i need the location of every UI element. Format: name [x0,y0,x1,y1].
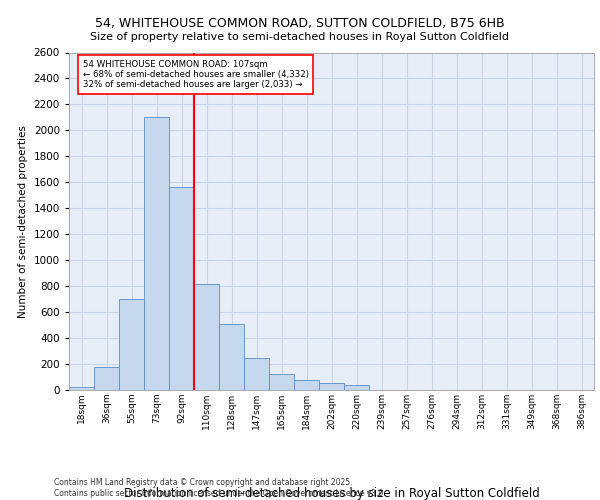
Bar [344,386,369,390]
Bar [94,368,119,390]
Bar [194,284,219,390]
Text: 54, WHITEHOUSE COMMON ROAD, SUTTON COLDFIELD, B75 6HB: 54, WHITEHOUSE COMMON ROAD, SUTTON COLDF… [95,18,505,30]
Text: 54 WHITEHOUSE COMMON ROAD: 107sqm
← 68% of semi-detached houses are smaller (4,3: 54 WHITEHOUSE COMMON ROAD: 107sqm ← 68% … [83,60,309,90]
Bar [219,324,244,390]
Text: Size of property relative to semi-detached houses in Royal Sutton Coldfield: Size of property relative to semi-detach… [91,32,509,42]
Y-axis label: Number of semi-detached properties: Number of semi-detached properties [18,125,28,318]
Bar [244,358,269,390]
Bar [119,299,144,390]
Text: Contains HM Land Registry data © Crown copyright and database right 2025.
Contai: Contains HM Land Registry data © Crown c… [54,478,386,498]
Bar [144,118,169,390]
Bar [294,380,319,390]
Bar [269,374,294,390]
Bar [169,188,194,390]
Bar [69,388,94,390]
Bar [319,383,344,390]
X-axis label: Distribution of semi-detached houses by size in Royal Sutton Coldfield: Distribution of semi-detached houses by … [124,488,539,500]
